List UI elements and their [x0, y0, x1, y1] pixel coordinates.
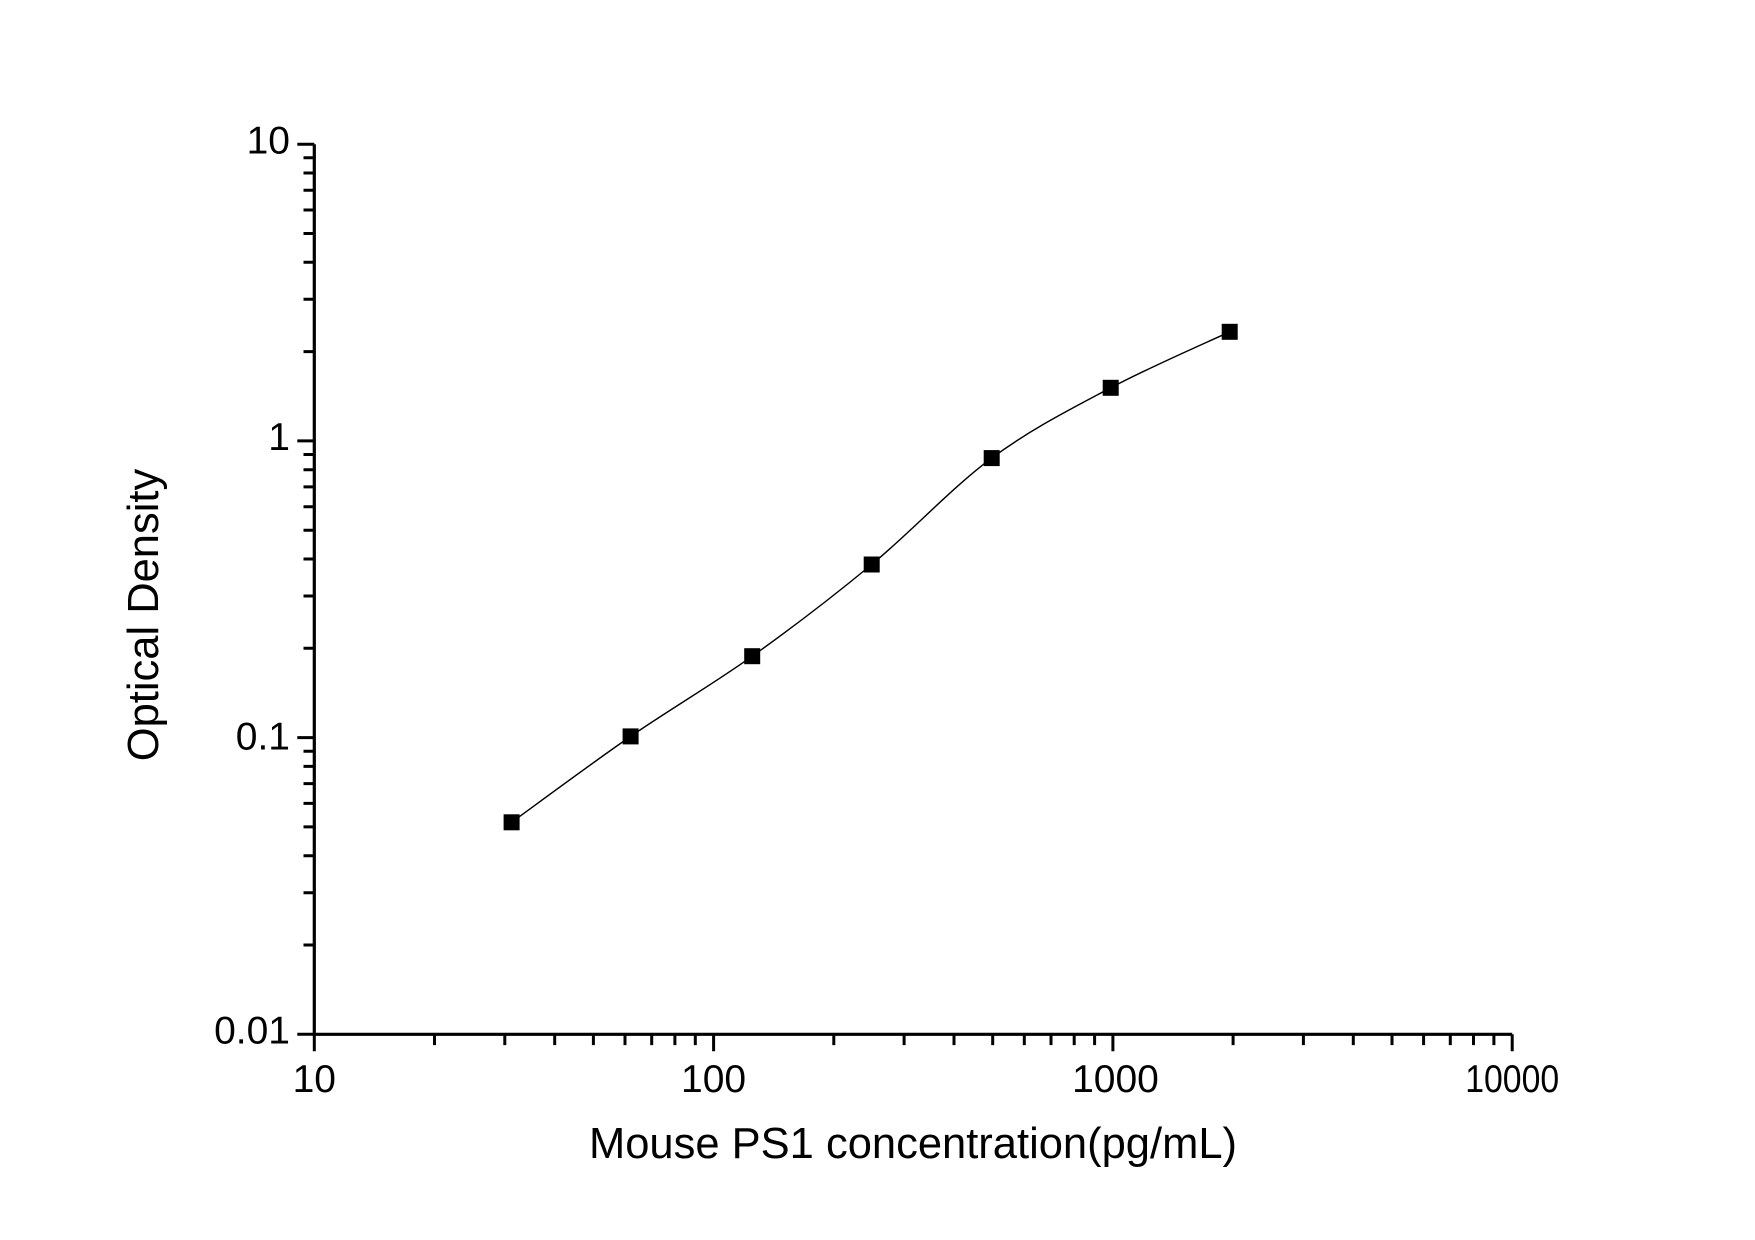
svg-text:Optical Density: Optical Density — [120, 468, 168, 761]
svg-text:10000: 10000 — [1465, 1058, 1559, 1101]
svg-text:Mouse PS1 concentration(pg/mL): Mouse PS1 concentration(pg/mL) — [589, 1120, 1237, 1168]
svg-text:0.01: 0.01 — [214, 1010, 290, 1053]
svg-text:1000: 1000 — [1072, 1058, 1159, 1101]
svg-text:10: 10 — [293, 1058, 336, 1101]
svg-text:0.1: 0.1 — [236, 716, 290, 759]
svg-text:10: 10 — [247, 119, 290, 162]
svg-text:100: 100 — [681, 1058, 746, 1101]
svg-text:1: 1 — [268, 416, 290, 459]
